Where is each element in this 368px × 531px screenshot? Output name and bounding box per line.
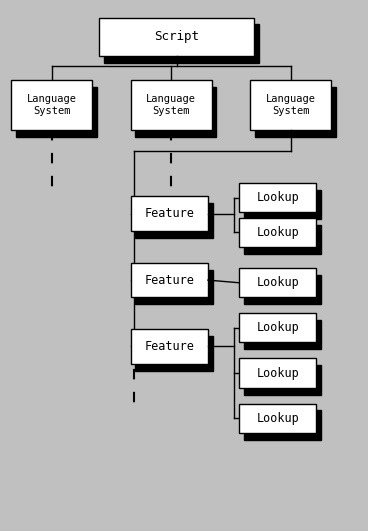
- FancyBboxPatch shape: [135, 203, 213, 238]
- FancyBboxPatch shape: [244, 275, 321, 304]
- Text: Lookup: Lookup: [256, 226, 299, 239]
- Text: Lookup: Lookup: [256, 366, 299, 380]
- FancyBboxPatch shape: [244, 320, 321, 349]
- FancyBboxPatch shape: [239, 404, 316, 433]
- FancyBboxPatch shape: [244, 410, 321, 440]
- FancyBboxPatch shape: [250, 80, 331, 130]
- FancyBboxPatch shape: [104, 24, 259, 63]
- FancyBboxPatch shape: [244, 190, 321, 219]
- Text: Feature: Feature: [144, 207, 194, 220]
- FancyBboxPatch shape: [99, 18, 254, 56]
- Text: Feature: Feature: [144, 273, 194, 287]
- FancyBboxPatch shape: [239, 183, 316, 212]
- FancyBboxPatch shape: [131, 329, 208, 364]
- FancyBboxPatch shape: [131, 263, 208, 297]
- FancyBboxPatch shape: [135, 87, 216, 137]
- FancyBboxPatch shape: [244, 225, 321, 254]
- Text: Lookup: Lookup: [256, 276, 299, 289]
- FancyBboxPatch shape: [131, 196, 208, 231]
- Text: Language
System: Language System: [146, 94, 196, 116]
- FancyBboxPatch shape: [255, 87, 336, 137]
- Text: Lookup: Lookup: [256, 321, 299, 335]
- Text: Feature: Feature: [144, 340, 194, 353]
- Text: Lookup: Lookup: [256, 412, 299, 425]
- FancyBboxPatch shape: [239, 358, 316, 388]
- FancyBboxPatch shape: [131, 80, 212, 130]
- FancyBboxPatch shape: [11, 80, 92, 130]
- FancyBboxPatch shape: [135, 336, 213, 371]
- FancyBboxPatch shape: [244, 365, 321, 395]
- FancyBboxPatch shape: [239, 218, 316, 247]
- FancyBboxPatch shape: [239, 313, 316, 342]
- Text: Script: Script: [154, 30, 199, 43]
- FancyBboxPatch shape: [239, 268, 316, 297]
- Text: Language
System: Language System: [266, 94, 316, 116]
- Text: Lookup: Lookup: [256, 191, 299, 204]
- FancyBboxPatch shape: [16, 87, 97, 137]
- FancyBboxPatch shape: [135, 270, 213, 304]
- Text: Language
System: Language System: [26, 94, 77, 116]
